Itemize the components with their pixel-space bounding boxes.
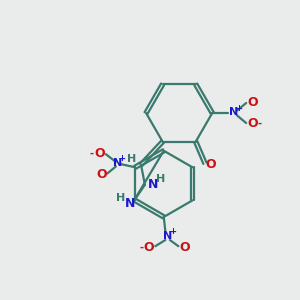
Text: O: O [94,147,105,160]
Text: O: O [144,241,154,254]
Text: -: - [90,148,94,158]
Text: H: H [116,193,126,203]
Text: N: N [125,197,136,210]
Text: -: - [140,243,143,253]
Text: N: N [229,107,239,117]
Text: -: - [257,119,261,129]
Text: H: H [127,154,136,164]
Text: O: O [247,117,258,130]
Text: O: O [179,241,190,254]
Text: +: + [118,154,125,163]
Text: O: O [206,158,216,171]
Text: +: + [169,227,176,236]
Text: N: N [163,231,172,241]
Text: +: + [235,104,242,113]
Text: O: O [247,97,258,110]
Text: N: N [147,178,158,191]
Text: H: H [156,174,165,184]
Text: O: O [96,168,106,181]
Text: N: N [113,158,122,168]
